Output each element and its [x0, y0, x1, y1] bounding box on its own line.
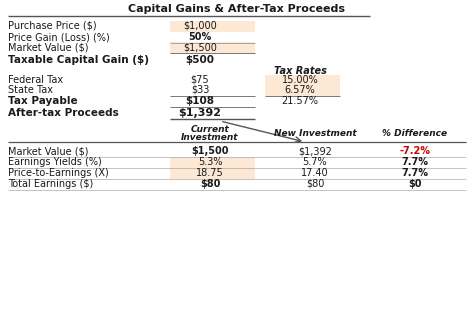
Text: Total Earnings ($): Total Earnings ($)	[8, 179, 93, 189]
Text: $80: $80	[306, 179, 324, 189]
Text: $1,392: $1,392	[298, 146, 332, 156]
Bar	[170, 168, 255, 179]
Text: 18.75: 18.75	[196, 168, 224, 178]
Text: $1,000: $1,000	[183, 21, 217, 31]
Text: Purchase Price ($): Purchase Price ($)	[8, 21, 97, 31]
Text: $1,392: $1,392	[179, 108, 221, 118]
Text: $500: $500	[185, 55, 215, 65]
Text: Taxable Capital Gain ($): Taxable Capital Gain ($)	[8, 55, 149, 65]
Text: 6.57%: 6.57%	[284, 85, 315, 95]
Text: 17.40: 17.40	[301, 168, 329, 178]
Bar	[170, 42, 255, 53]
Text: Tax Payable: Tax Payable	[8, 96, 78, 106]
Text: $1,500: $1,500	[191, 146, 229, 156]
Text: New Investment: New Investment	[273, 128, 356, 137]
Text: $33: $33	[191, 85, 209, 95]
Text: Price-to-Earnings (X): Price-to-Earnings (X)	[8, 168, 109, 178]
Text: State Tax: State Tax	[8, 85, 53, 95]
Text: 7.7%: 7.7%	[401, 157, 428, 167]
Text: Market Value ($): Market Value ($)	[8, 42, 89, 52]
Text: -7.2%: -7.2%	[400, 146, 430, 156]
Text: 15.00%: 15.00%	[282, 75, 319, 85]
Text: Investment: Investment	[181, 133, 239, 142]
Bar	[170, 157, 255, 168]
Text: 7.7%: 7.7%	[401, 168, 428, 178]
Text: Current: Current	[191, 125, 229, 134]
Text: Market Value ($): Market Value ($)	[8, 146, 89, 156]
Text: 5.3%: 5.3%	[198, 157, 222, 167]
Text: $1,500: $1,500	[183, 42, 217, 52]
Text: Price Gain (Loss) (%): Price Gain (Loss) (%)	[8, 32, 110, 42]
Text: Earnings Yields (%): Earnings Yields (%)	[8, 157, 102, 167]
Text: Capital Gains & After-Tax Proceeds: Capital Gains & After-Tax Proceeds	[128, 4, 346, 14]
Text: 5.7%: 5.7%	[303, 157, 328, 167]
Bar	[265, 75, 340, 86]
Text: $0: $0	[408, 179, 422, 189]
Bar	[170, 21, 255, 32]
Text: 50%: 50%	[188, 32, 211, 42]
Text: $80: $80	[200, 179, 220, 189]
Text: $108: $108	[185, 96, 215, 106]
Bar	[265, 85, 340, 96]
Text: Tax Rates: Tax Rates	[273, 66, 327, 76]
Text: Federal Tax: Federal Tax	[8, 75, 63, 85]
Text: % Difference: % Difference	[383, 128, 447, 137]
Text: 21.57%: 21.57%	[282, 96, 319, 106]
Text: $75: $75	[191, 75, 210, 85]
Text: After-tax Proceeds: After-tax Proceeds	[8, 108, 119, 118]
